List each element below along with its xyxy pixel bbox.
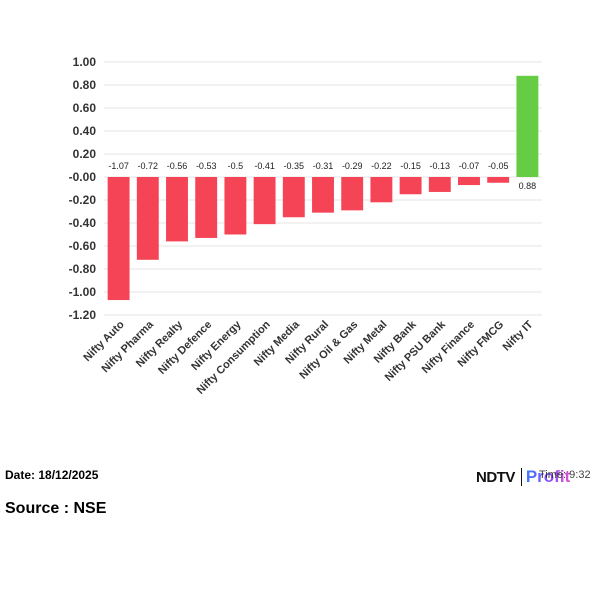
bar: [458, 177, 480, 186]
bar: [282, 177, 305, 218]
y-tick-label: 0.60: [73, 101, 97, 115]
data-label: -0.07: [459, 161, 480, 171]
data-label: -0.5: [228, 161, 244, 171]
data-label: -1.07: [108, 161, 129, 171]
data-label: -0.53: [196, 161, 217, 171]
brand-profit-text: Profit: [525, 467, 571, 486]
y-tick-label: 0.40: [73, 124, 97, 138]
y-tick-label: 0.80: [73, 78, 97, 92]
data-label: -0.41: [254, 161, 275, 171]
bar: [516, 75, 539, 177]
bar: [428, 177, 451, 192]
bar: [341, 177, 364, 211]
bar: [253, 177, 276, 225]
bar: [166, 177, 188, 242]
data-label: -0.05: [488, 161, 509, 171]
data-label: -0.13: [430, 161, 451, 171]
time-label: Time: 9:32: [539, 469, 591, 481]
bar: [487, 177, 510, 183]
y-tick-label: -0.40: [69, 216, 97, 230]
data-label: -0.15: [400, 161, 421, 171]
y-tick-label: -1.00: [69, 285, 97, 299]
y-tick-label: -0.80: [69, 262, 97, 276]
source-label: Source : NSE: [5, 500, 107, 517]
data-label: -0.72: [138, 161, 159, 171]
y-tick-label: -0.00: [69, 170, 97, 184]
bar: [399, 177, 422, 195]
y-tick-label: 0.20: [73, 147, 97, 161]
y-tick-label: -1.20: [69, 308, 97, 322]
brand-logo: NDTV Profit: [476, 466, 570, 488]
brand-ndtv-text: NDTV: [476, 468, 515, 486]
y-tick-label: -0.20: [69, 193, 97, 207]
data-label: -0.56: [167, 161, 188, 171]
bar-chart: 1.00 0.80 0.60 0.40 0.20 -0.00 -0.20 -0.40 -0.60…: [69, 55, 542, 397]
y-axis-ticks: 1.00 0.80 0.60 0.40 0.20 -0.00 -0.20 -0.40 -0.60…: [69, 55, 97, 322]
data-label: 0.88: [519, 181, 537, 191]
bar: [312, 177, 334, 213]
data-label: -0.31: [313, 161, 334, 171]
date-label: Date: 18/12/2025: [5, 468, 99, 482]
bars: [107, 75, 539, 301]
category-label: Nifty IT: [501, 318, 536, 353]
bar: [370, 177, 393, 203]
y-tick-label: -0.60: [69, 239, 97, 253]
data-labels: -1.07 -0.72 -0.56 -0.53 -0.5 -0.41 -0.35 -0.31-…: [108, 161, 536, 191]
data-label: -0.29: [342, 161, 363, 171]
bar: [224, 177, 247, 235]
brand-separator: [520, 468, 522, 486]
bar: [136, 177, 159, 260]
data-label: -0.22: [371, 161, 392, 171]
bar: [107, 177, 130, 301]
data-label: -0.35: [284, 161, 305, 171]
bar: [195, 177, 218, 238]
y-tick-label: 1.00: [73, 55, 97, 69]
